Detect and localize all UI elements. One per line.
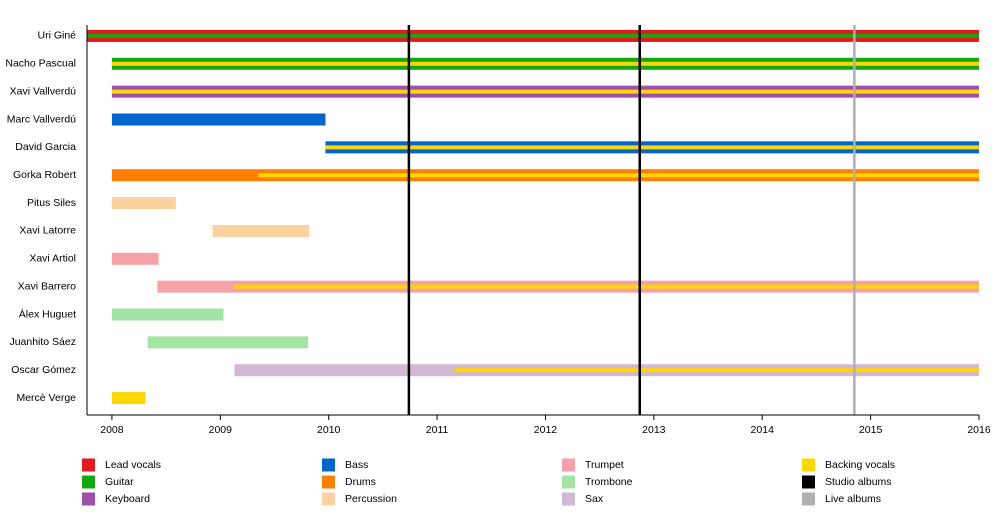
- row-label: Gorka Robert: [13, 169, 76, 181]
- legend-swatch: [562, 475, 575, 489]
- legend-swatch: [322, 492, 335, 506]
- x-tick-label: 2013: [642, 424, 666, 436]
- legend-swatch: [562, 458, 575, 472]
- x-tick-label: 2008: [100, 424, 124, 436]
- legend-label: Keyboard: [105, 493, 150, 505]
- bar: [111, 252, 159, 265]
- bar: [212, 224, 310, 237]
- row-label: Xavi Barrero: [18, 280, 77, 292]
- row-label: Uri Giné: [37, 30, 76, 42]
- bar-stripe: [325, 145, 979, 150]
- x-tick-label: 2016: [967, 424, 991, 436]
- bar: [111, 392, 146, 405]
- bar-stripe: [87, 33, 979, 38]
- legend-swatch: [82, 492, 95, 506]
- row-label: Mercè Verge: [16, 392, 76, 404]
- legend-swatch: [562, 492, 575, 506]
- legend-label: Sax: [585, 493, 604, 505]
- legend-swatch: [82, 475, 95, 489]
- bar: [111, 113, 326, 126]
- legend-swatch: [802, 492, 815, 506]
- x-tick-label: 2009: [209, 424, 233, 436]
- row-label: Nacho Pascual: [5, 58, 76, 70]
- bar-stripe: [111, 89, 979, 94]
- bar-stripe: [454, 368, 979, 373]
- legend-label: Trombone: [585, 476, 633, 488]
- legend-label: Studio albums: [825, 476, 892, 488]
- legend-label: Live albums: [825, 493, 881, 505]
- row-label: Xavi Artiol: [29, 253, 76, 265]
- legend-swatch: [322, 458, 335, 472]
- bar-stripe: [258, 173, 979, 178]
- row-label: David Garcia: [15, 141, 76, 153]
- row-label: Xavi Vallverdú: [10, 85, 76, 97]
- x-tick-label: 2012: [534, 424, 558, 436]
- row-label: Àlex Huguet: [19, 307, 76, 320]
- row-label: Oscar Gómez: [11, 364, 76, 376]
- legend-label: Backing vocals: [825, 459, 895, 471]
- bar: [111, 197, 176, 210]
- bar: [147, 336, 309, 349]
- legend-label: Lead vocals: [105, 459, 161, 471]
- row-label: Juanhito Sáez: [9, 336, 76, 348]
- row-label: Marc Vallverdú: [7, 113, 76, 125]
- bar-stripe: [111, 61, 979, 66]
- legend-label: Guitar: [105, 476, 134, 488]
- row-label: Pitus Siles: [27, 197, 76, 209]
- legend-label: Percussion: [345, 493, 397, 505]
- legend-swatch: [322, 475, 335, 489]
- x-tick-label: 2014: [751, 424, 775, 436]
- legend-swatch: [82, 458, 95, 472]
- x-tick-label: 2015: [859, 424, 883, 436]
- x-tick-label: 2010: [317, 424, 341, 436]
- legend-label: Trumpet: [585, 459, 624, 471]
- bar: [111, 308, 224, 321]
- legend-label: Drums: [345, 476, 376, 488]
- bar-stripe: [234, 284, 979, 289]
- x-tick-label: 2011: [426, 424, 449, 436]
- legend-label: Bass: [345, 459, 368, 471]
- legend-swatch: [802, 458, 815, 472]
- legend-swatch: [802, 475, 815, 489]
- row-label: Xavi Latorre: [19, 225, 76, 237]
